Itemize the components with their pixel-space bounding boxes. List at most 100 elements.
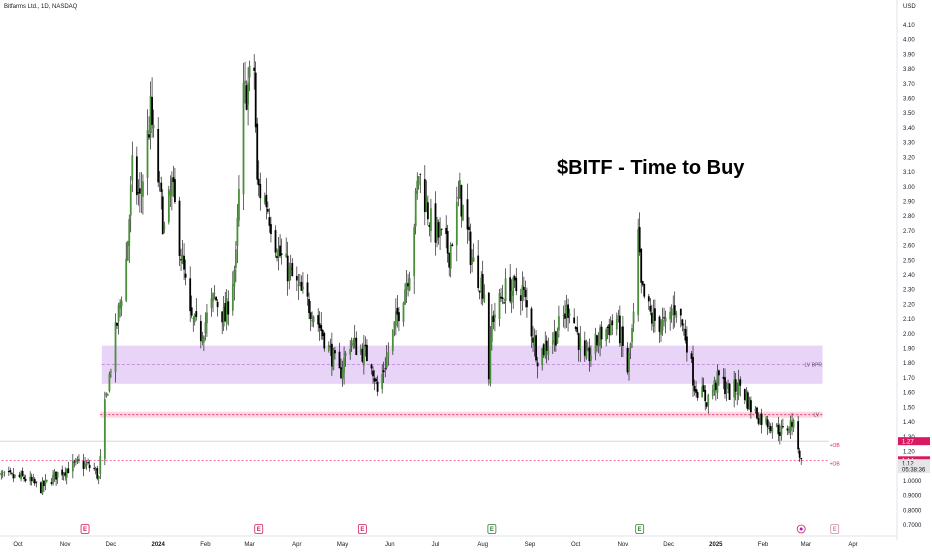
candle-body <box>684 329 687 341</box>
candle-body <box>750 400 752 413</box>
candle-body <box>599 327 601 346</box>
candle <box>530 306 533 348</box>
candle <box>247 67 249 126</box>
candle <box>158 171 161 192</box>
candle <box>11 472 13 476</box>
candle <box>202 335 205 351</box>
candle-body <box>509 277 512 302</box>
candle-body <box>21 470 24 476</box>
candle <box>408 271 411 292</box>
candle <box>532 326 534 352</box>
candle <box>643 283 646 299</box>
candle <box>498 289 501 327</box>
candle <box>1 469 4 479</box>
candle <box>253 54 256 90</box>
candle-body <box>99 455 102 474</box>
x-axis[interactable]: Oct Nov Dec 2024 Feb Mar Apr May Jun Jul Aug Sep Oct… <box>0 535 897 548</box>
candle-body <box>743 389 746 400</box>
candle-body <box>50 482 53 484</box>
x-tick-label: Feb <box>758 542 769 548</box>
candle-body <box>359 349 362 353</box>
y-tick-label: 3.70 <box>903 82 915 88</box>
symbol-title[interactable]: Bitfarms Ltd., 1D, NASDAQ <box>4 4 78 10</box>
candle <box>329 338 332 356</box>
candle <box>234 241 237 283</box>
candle-body <box>638 227 641 253</box>
candle <box>75 457 77 466</box>
candle <box>791 413 793 436</box>
candle-body <box>647 296 650 302</box>
candle-body <box>798 450 801 458</box>
y-axis[interactable]: 0.70000.80000.90001.00001.101.201.301.40… <box>896 0 922 540</box>
candle <box>490 304 493 351</box>
candle <box>597 332 600 354</box>
candle-body <box>675 312 678 318</box>
candle <box>18 471 21 479</box>
candle-body <box>381 373 384 389</box>
candle <box>64 467 67 481</box>
candle-body <box>266 209 269 212</box>
candle <box>504 268 507 314</box>
candle-body <box>460 185 463 217</box>
candle <box>213 285 216 300</box>
candle-body <box>291 263 294 277</box>
candle-body <box>33 479 36 484</box>
candle <box>426 195 429 226</box>
candle <box>551 332 554 354</box>
candle-body <box>7 471 10 473</box>
candle-body <box>704 389 707 402</box>
candle <box>35 481 38 488</box>
candle <box>119 299 121 318</box>
earnings-letter: E <box>638 527 642 533</box>
countdown-tag-text: 05:38:36 <box>902 467 926 473</box>
candle-body <box>75 459 77 463</box>
candle-body <box>682 328 685 330</box>
candle-body <box>366 344 368 362</box>
candle <box>206 303 208 337</box>
candle-body <box>590 355 592 361</box>
y-tick-label: 2.20 <box>903 302 915 308</box>
candle <box>707 393 710 414</box>
candle-body <box>622 326 624 346</box>
candle <box>279 234 281 259</box>
candle <box>622 316 624 358</box>
candle-body <box>55 471 57 480</box>
x-tick-label: Feb <box>200 542 211 548</box>
candle-body <box>355 337 358 355</box>
candle <box>149 81 152 150</box>
candle-body <box>295 275 298 281</box>
candle-body <box>161 196 164 235</box>
candle <box>434 191 437 256</box>
candle-body <box>654 308 656 321</box>
candle <box>265 178 268 220</box>
candle-body <box>551 340 554 345</box>
candle <box>317 308 320 332</box>
candle <box>23 474 25 482</box>
candle <box>684 319 687 344</box>
candle <box>387 342 390 366</box>
candle <box>178 196 181 267</box>
candle-body <box>88 464 91 469</box>
candle <box>289 254 292 281</box>
candle-body <box>204 322 207 334</box>
x-tick-label: Oct <box>13 542 23 548</box>
candle-body <box>62 473 65 477</box>
candle-body <box>244 80 246 84</box>
candle-body <box>257 178 260 186</box>
candle <box>152 109 155 138</box>
candle <box>765 416 768 426</box>
candle <box>53 469 56 482</box>
candle <box>108 371 111 393</box>
candle-body <box>216 301 219 308</box>
candle <box>704 384 707 411</box>
candle-body <box>754 408 757 412</box>
candle-body <box>142 181 144 197</box>
candle <box>385 344 388 370</box>
candle-body <box>765 417 768 424</box>
candle <box>439 217 441 251</box>
candle <box>503 298 505 305</box>
candle <box>82 453 85 477</box>
candle-body <box>714 382 717 390</box>
